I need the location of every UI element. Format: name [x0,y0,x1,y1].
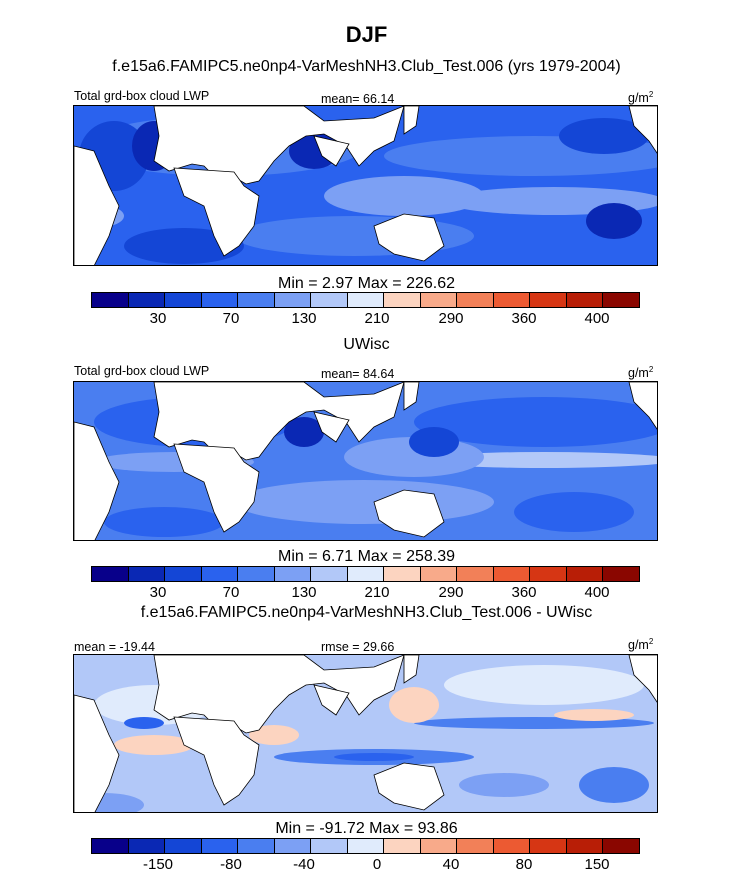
panel-3-tick: -40 [293,856,315,873]
panel-2-tick: 290 [438,584,464,601]
panel-3-subtitle: f.e15a6.FAMIPC5.ne0np4-VarMeshNH3.Club_T… [140,604,593,621]
colorbar-swatch [311,293,348,307]
colorbar-swatch [457,567,494,581]
colorbar-swatch [347,839,385,853]
colorbar-swatch [238,293,275,307]
colorbar-swatch [347,567,385,581]
colorbar-swatch [128,839,166,853]
panel-3-tick: 80 [515,856,533,873]
colorbar-swatch [603,839,639,853]
colorbar-swatch [566,293,604,307]
panel-2-map [73,381,658,541]
colorbar-swatch [128,293,166,307]
colorbar-swatch [493,839,531,853]
panel-1-tick: 400 [584,310,610,327]
panel-1-tick: 290 [438,310,464,327]
panel-3-tick: 40 [442,856,460,873]
colorbar-swatch [311,567,348,581]
panel-3-mean-label: mean = -19.44 [74,640,155,654]
colorbar-swatch [566,839,604,853]
panel-1-colorbar [91,292,640,308]
panel-3-land [74,655,657,812]
panel-1-land [74,106,657,265]
colorbar-swatch [274,839,312,853]
colorbar-swatch [493,293,531,307]
colorbar-swatch [420,293,458,307]
colorbar-swatch [201,567,239,581]
colorbar-swatch [384,567,421,581]
panel-3-tick: 150 [584,856,610,873]
panel-2-mean-label: mean= 84.64 [321,367,395,381]
panel-2-tick: 210 [364,584,390,601]
colorbar-swatch [603,567,639,581]
panel-2-minmax: Min = 6.71 Max = 258.39 [278,548,455,565]
colorbar-swatch [238,567,275,581]
panel-1-mean-label: mean= 66.14 [321,92,395,106]
panel-2-tick: 360 [511,584,537,601]
colorbar-swatch [128,567,166,581]
colorbar-swatch [566,567,604,581]
panel-1-tick: 30 [149,310,167,327]
colorbar-swatch [165,567,202,581]
panel-2-units-label: g/m2 [628,365,654,381]
colorbar-swatch [347,293,385,307]
colorbar-swatch [493,567,531,581]
panel-3-tick: -150 [142,856,174,873]
panel-1-minmax: Min = 2.97 Max = 226.62 [278,275,455,292]
colorbar-swatch [384,839,421,853]
panel-3-tick: 0 [372,856,382,873]
panel-1-tick: 360 [511,310,537,327]
panel-2-variable-label: Total grd-box cloud LWP [74,364,210,378]
panel-2-tick: 30 [149,584,167,601]
colorbar-swatch [201,839,239,853]
colorbar-swatch [457,839,494,853]
panel-2-subtitle: UWisc [343,336,390,353]
panel-1-tick: 210 [364,310,390,327]
colorbar-swatch [603,293,639,307]
colorbar-swatch [238,839,275,853]
colorbar-swatch [92,293,129,307]
colorbar-swatch [274,293,312,307]
panel-3-units-label: g/m2 [628,637,654,653]
panel-3-field [74,665,654,812]
panel-1-subtitle: f.e15a6.FAMIPC5.ne0np4-VarMeshNH3.Club_T… [112,58,621,75]
panel-1-variable-label: Total grd-box cloud LWP [74,89,210,103]
colorbar-swatch [420,567,458,581]
colorbar-swatch [92,567,129,581]
panel-3-minmax: Min = -91.72 Max = 93.86 [275,820,458,837]
panel-2-tick: 70 [222,584,240,601]
panel-2-land [74,382,657,540]
colorbar-swatch [92,839,129,853]
panel-3-rmse-label: rmse = 29.66 [321,640,395,654]
panel-3-colorbar [91,838,640,854]
panel-1-tick: 70 [222,310,240,327]
panel-2-tick: 130 [291,584,317,601]
colorbar-swatch [274,567,312,581]
colorbar-swatch [530,839,567,853]
colorbar-swatch [457,293,494,307]
colorbar-swatch [420,839,458,853]
colorbar-swatch [311,839,348,853]
main-title: DJF [345,22,388,47]
colorbar-swatch [530,567,567,581]
colorbar-swatch [384,293,421,307]
colorbar-swatch [165,839,202,853]
colorbar-swatch [201,293,239,307]
panel-3-tick: -80 [220,856,242,873]
panel-2-colorbar [91,566,640,582]
panel-1-map [73,105,658,266]
colorbar-swatch [530,293,567,307]
panel-3-map [73,654,658,813]
panel-2-tick: 400 [584,584,610,601]
panel-1-tick: 130 [291,310,317,327]
panel-1-units-label: g/m2 [628,90,654,106]
colorbar-swatch [165,293,202,307]
